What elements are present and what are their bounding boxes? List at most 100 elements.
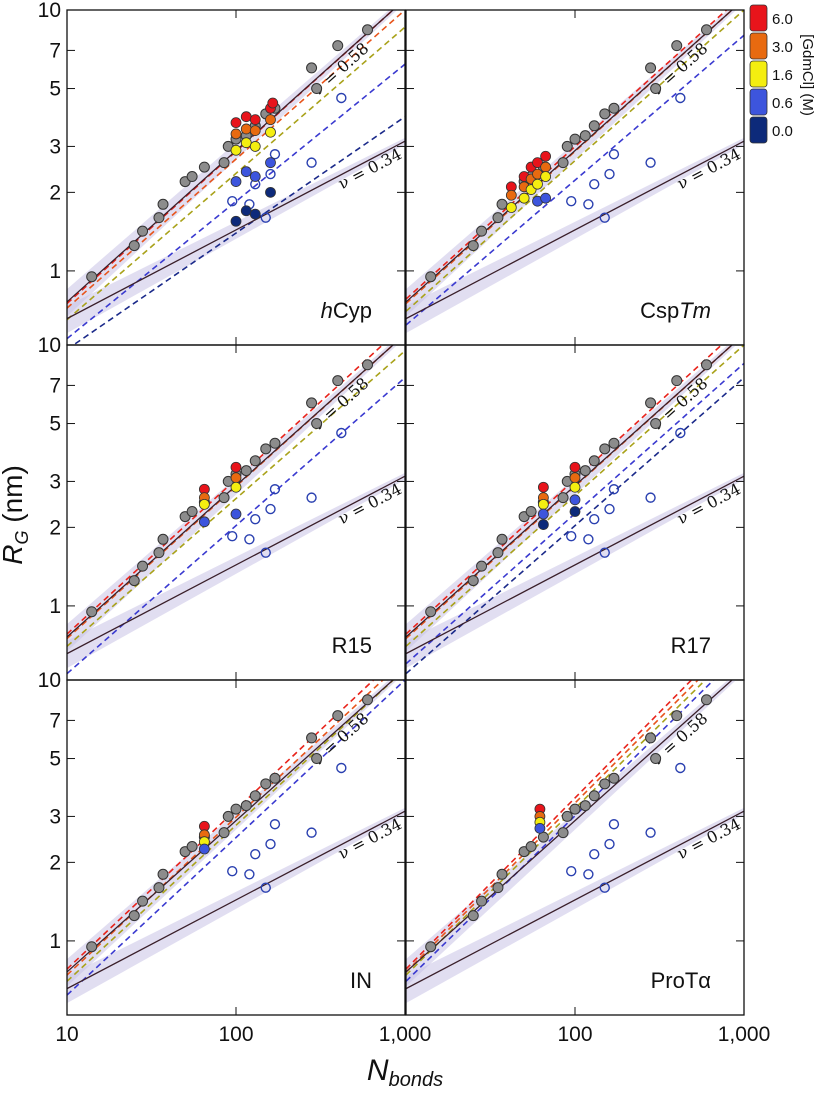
legend-label: 1.6 [772, 67, 793, 84]
folded-point [265, 503, 276, 515]
y-tick-label: 2 [49, 181, 61, 204]
data-point [240, 123, 252, 135]
reference-point [645, 397, 657, 409]
y-tick-label: 5 [49, 748, 61, 771]
fit-line [67, 63, 405, 340]
data-point [198, 498, 210, 510]
reference-line [406, 10, 734, 303]
reference-point [157, 868, 169, 880]
y-axis-label: RG (nm) [0, 465, 32, 565]
data-point [569, 461, 581, 473]
reference-point [569, 133, 581, 145]
folded-point [306, 157, 317, 168]
folded-point [589, 848, 600, 860]
fit-line [406, 345, 744, 647]
panel: ν = 0.58ν = 0.34 [406, 10, 744, 334]
x-label-main: N [367, 1054, 389, 1087]
folded-point [336, 92, 347, 104]
reference-point [561, 140, 573, 152]
reference-point [306, 732, 318, 744]
reference-point [240, 800, 252, 812]
folded-point [608, 484, 620, 495]
fit-line [67, 345, 384, 635]
reference-point [218, 492, 230, 504]
fit-line [67, 345, 395, 640]
legend-swatch [749, 60, 768, 88]
data-point [532, 178, 543, 190]
folded-point [265, 168, 276, 180]
reference-point [525, 841, 537, 853]
y-tick-label: 5 [49, 413, 61, 436]
fit-line [406, 680, 707, 976]
reference-point [496, 198, 508, 210]
folded-point [599, 882, 610, 893]
reference-point [269, 772, 281, 784]
reference-line [67, 475, 405, 655]
reference-point [701, 24, 713, 36]
data-point [230, 215, 242, 227]
reference-point [496, 868, 508, 880]
reference-line [67, 810, 405, 990]
reference-point [86, 941, 98, 953]
panel-label-part: h [321, 298, 333, 323]
reference-point [599, 778, 611, 790]
reference-point [186, 171, 198, 183]
data-point [230, 128, 242, 140]
reference-point [269, 437, 281, 449]
reference-point [260, 778, 272, 790]
data-point [249, 125, 261, 136]
folded-point [604, 168, 615, 180]
folded-point [336, 427, 347, 439]
fit-line [67, 26, 405, 321]
folded-point [604, 503, 615, 515]
legend-label: 0.0 [772, 123, 793, 140]
folded-point [583, 199, 594, 210]
folded-point [645, 827, 656, 838]
data-point [569, 472, 581, 484]
data-point [249, 114, 261, 126]
y-tick-label: 2 [49, 516, 61, 539]
folded-point [608, 819, 620, 830]
reference-point [579, 130, 591, 142]
reference-point [157, 198, 169, 210]
reference-point [86, 606, 98, 618]
x-tick-label: 10 [55, 1023, 78, 1046]
fit-line [67, 680, 405, 996]
reference-band [67, 472, 405, 669]
reference-point [306, 397, 318, 409]
data-point [540, 171, 552, 182]
data-point [518, 192, 530, 204]
reference-point [218, 157, 230, 169]
data-point [230, 472, 242, 484]
legend-swatch [749, 116, 768, 144]
folded-point [599, 547, 610, 558]
data-point [540, 161, 552, 173]
folded-point [583, 534, 594, 545]
data-point [198, 516, 210, 528]
fit-line [406, 10, 734, 305]
reference-point [650, 83, 662, 95]
folded-point [566, 195, 577, 207]
x-tick-label: 100 [218, 1023, 253, 1046]
y-tick-label: 7 [49, 374, 61, 397]
reference-band [406, 137, 744, 334]
reference-point [557, 492, 569, 504]
reference-point [467, 240, 479, 252]
reference-point [425, 941, 437, 953]
data-point [265, 157, 276, 169]
reference-band [406, 472, 744, 669]
reference-point [599, 108, 611, 120]
y-tick-label: 10 [38, 0, 61, 22]
reference-point [186, 506, 198, 518]
y-tick-label: 7 [49, 39, 61, 62]
folded-point [227, 195, 238, 207]
panel: ν = 0.58ν = 0.34 [67, 345, 405, 675]
folded-point [608, 149, 620, 160]
fit-line [67, 10, 395, 305]
folded-point [227, 865, 238, 877]
folded-point [589, 513, 600, 525]
folded-point [566, 865, 577, 877]
reference-point [198, 161, 210, 173]
reference-point [476, 225, 488, 237]
legend-label: 0.6 [772, 95, 793, 112]
